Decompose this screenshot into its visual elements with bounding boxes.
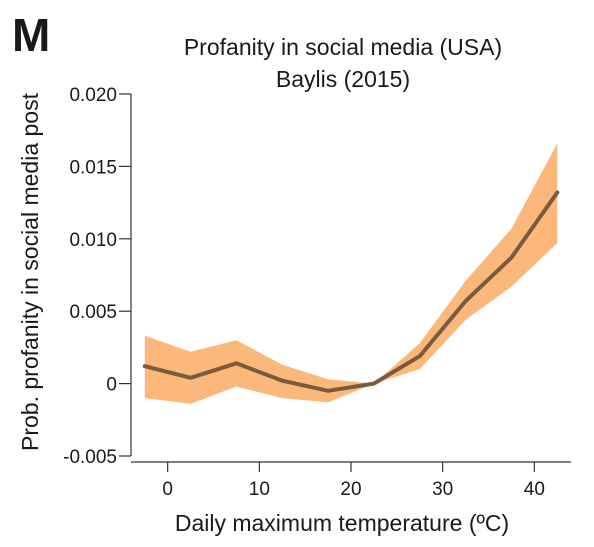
x-tick-label: 0 (162, 479, 173, 500)
chart-subtitle: Baylis (2015) (276, 66, 410, 92)
x-tick-label: 30 (432, 479, 453, 500)
y-tick-label: 0.005 (69, 302, 117, 323)
x-tick-label: 20 (340, 479, 361, 500)
x-axis: 0 10 20 30 40 (131, 461, 571, 500)
y-tick-label: 0.010 (69, 230, 117, 251)
panel-letter: M (12, 9, 50, 61)
y-tick-label: -0.005 (63, 447, 117, 468)
x-tick-label: 40 (524, 479, 545, 500)
x-axis-label: Daily maximum temperature (ºC) (175, 510, 509, 536)
plot-area (142, 143, 560, 404)
y-tick-label: 0.015 (69, 157, 117, 178)
y-tick-label: 0 (106, 375, 117, 396)
x-tick-label: 10 (249, 479, 270, 500)
y-tick-label: 0.020 (69, 85, 117, 106)
y-axis: -0.005 0 0.005 0.010 0.015 0.020 (63, 85, 132, 468)
y-axis-label: Prob. profanity in social media post (17, 92, 43, 451)
chart-title: Profanity in social media (USA) (184, 34, 502, 60)
series-line (142, 190, 560, 393)
